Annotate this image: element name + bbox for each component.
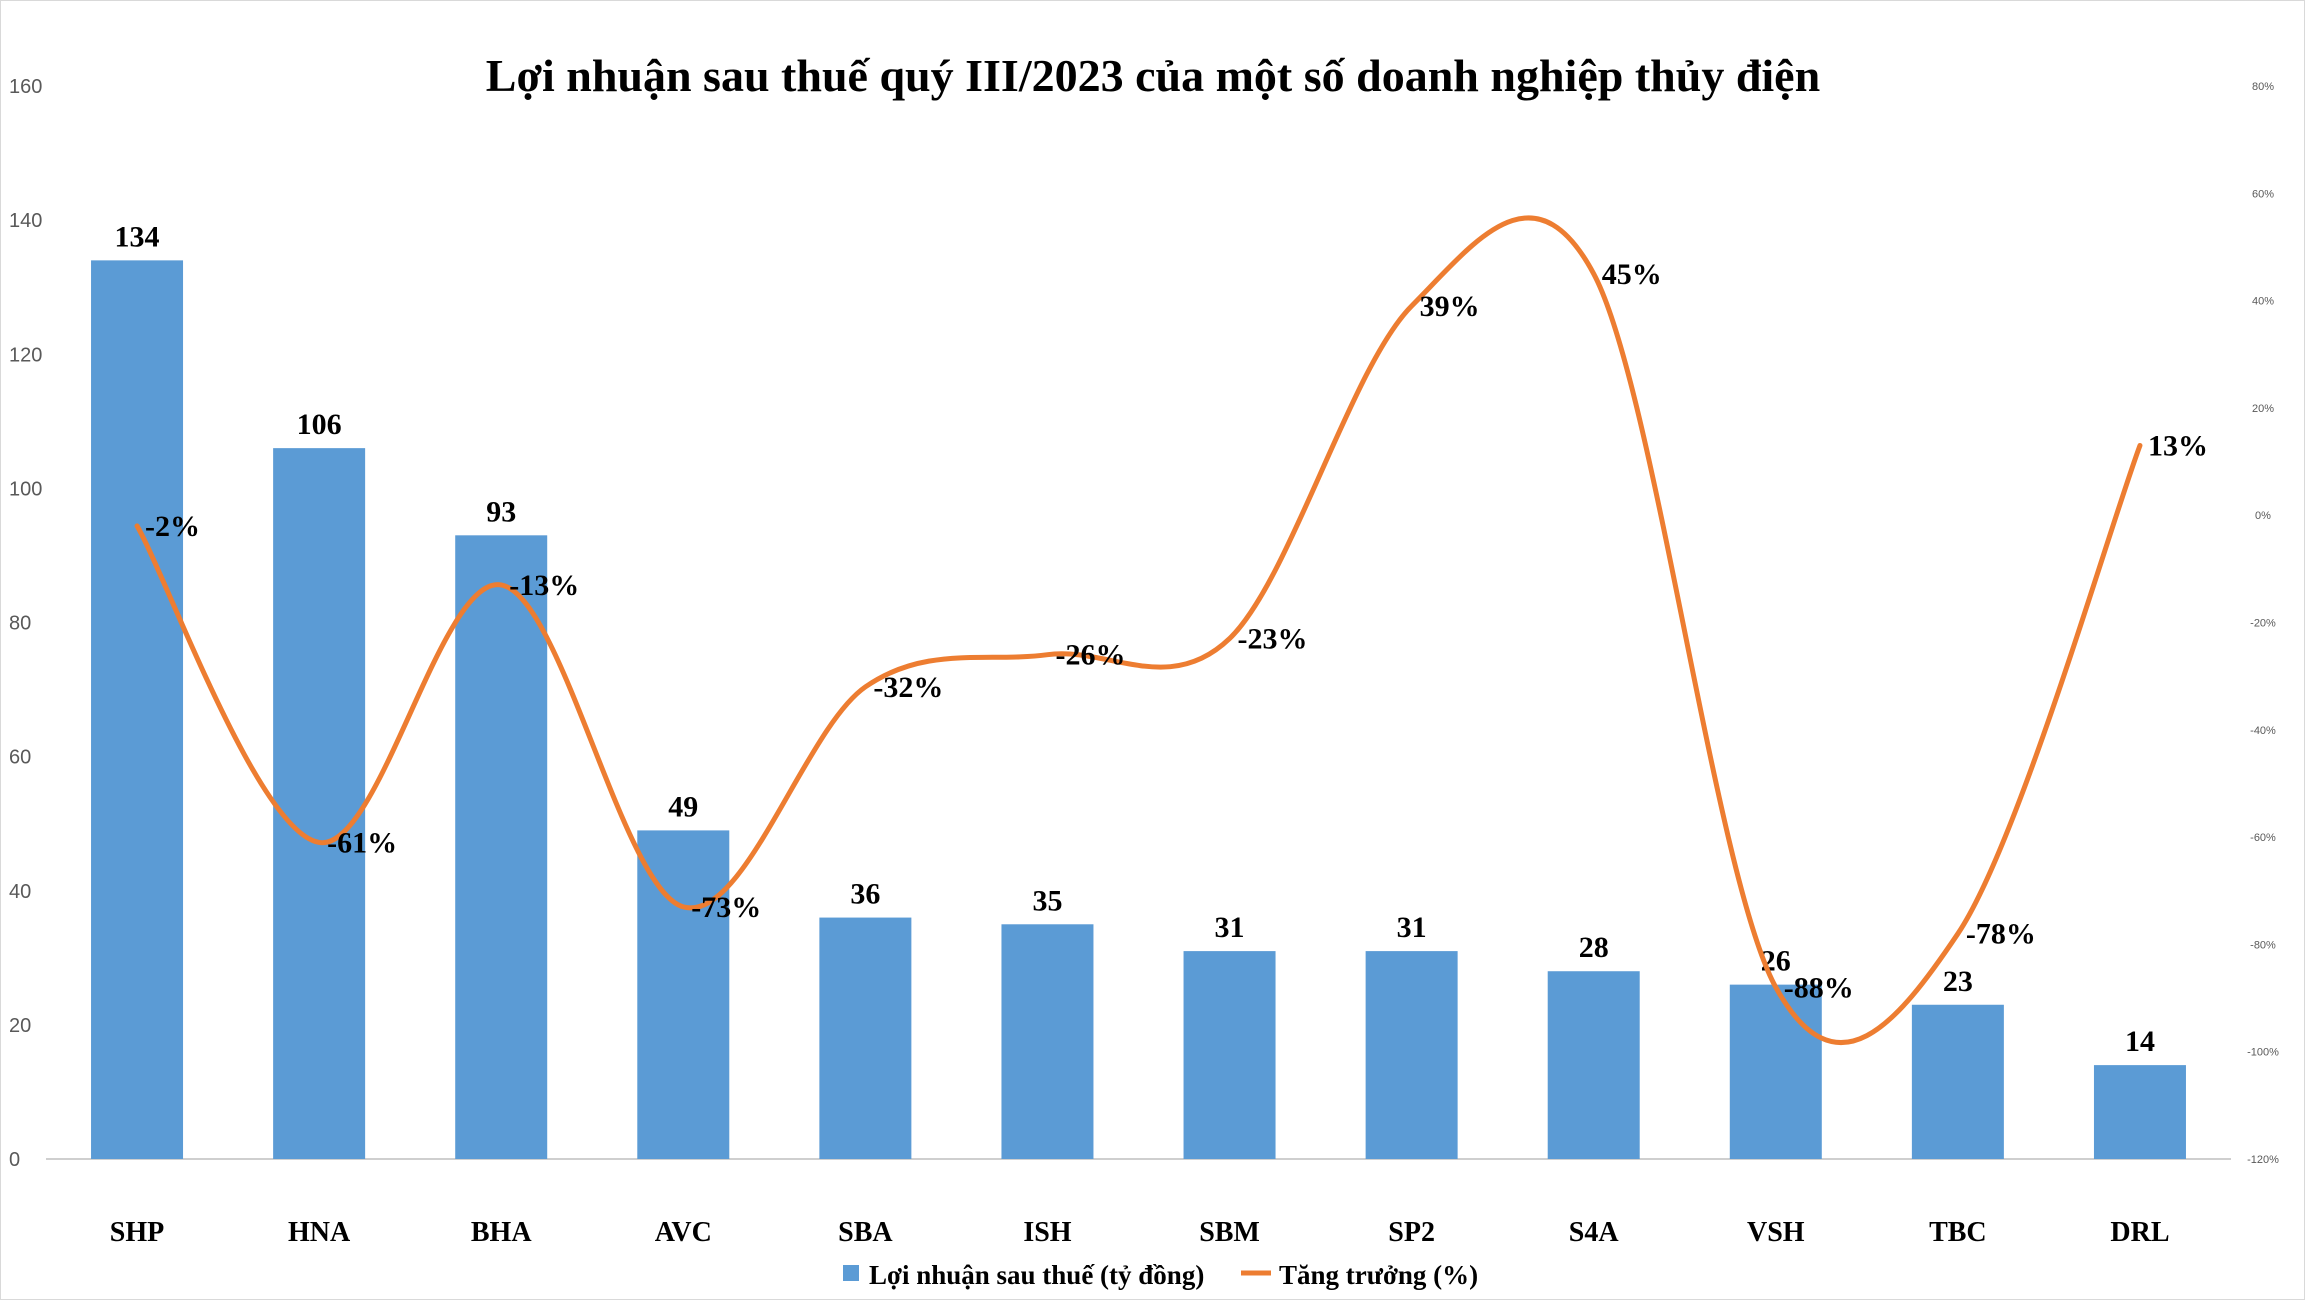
bar-data-label: 28 [1579, 931, 1609, 964]
line-data-label: 39% [1420, 290, 1480, 323]
bar [91, 260, 184, 1159]
y2-tick-label: -40% [2250, 725, 2276, 737]
y-tick-label: 120 [9, 344, 42, 366]
y-tick-label: 140 [9, 210, 42, 232]
bar [1729, 984, 1822, 1159]
chart-title: Lợi nhuận sau thuế quý III/2023 của một … [486, 50, 1820, 101]
line-data-label: -13% [509, 569, 579, 602]
y2-tick-label: -20% [2250, 618, 2276, 630]
y2-tick-label: -100% [2247, 1047, 2279, 1059]
y2-axis: -120% -100% -80% -60% -40% -20% 0% 20% 40% 60% 80% [2247, 81, 2279, 1166]
line-data-label: -73% [691, 891, 761, 924]
y-tick-label: 40 [9, 881, 31, 903]
y2-tick-label: -60% [2250, 832, 2276, 844]
legend-line-label: Tăng trưởng (%) [1279, 1260, 1478, 1290]
x-axis: SHP HNA BHA AVC SBA ISH SBM SP2 S4A VSH TBC DRL [110, 1217, 2170, 1248]
line-data-label: -2% [145, 510, 200, 543]
bar-data-label: 35 [1032, 884, 1062, 917]
y-tick-label: 20 [9, 1015, 31, 1037]
bar [1547, 971, 1640, 1159]
growth-line [134, 215, 2143, 1046]
x-tick-label: VSH [1747, 1217, 1805, 1248]
y-tick-label: 160 [9, 76, 42, 98]
line-data-label: -61% [327, 826, 397, 859]
bar-data-label: 31 [1215, 911, 1245, 944]
y2-tick-label: 60% [2252, 188, 2274, 200]
line-data-label: 45% [1602, 258, 1662, 291]
x-tick-label: SBA [838, 1217, 893, 1248]
y-tick-label: 60 [9, 747, 31, 769]
legend: Lợi nhuận sau thuế (tỷ đồng) Tăng trưởng… [843, 1260, 1478, 1290]
line-data-label: -78% [1966, 918, 2036, 951]
y2-tick-label: 20% [2252, 403, 2274, 415]
bar [1365, 951, 1458, 1159]
legend-bar-swatch [843, 1265, 859, 1281]
x-tick-label: SP2 [1388, 1217, 1435, 1248]
bar-data-label: 14 [2125, 1025, 2155, 1058]
line-data-label: -23% [1238, 623, 1308, 656]
bar-data-label: 23 [1943, 965, 1973, 998]
x-tick-label: SBM [1199, 1217, 1260, 1248]
y-tick-label: 100 [9, 478, 42, 500]
bar [273, 448, 366, 1159]
bar [1001, 924, 1094, 1159]
bar [2093, 1065, 2186, 1159]
bar-data-label: 36 [850, 878, 880, 911]
bar-data-label: 49 [668, 790, 698, 823]
x-tick-label: AVC [655, 1217, 712, 1248]
bar-data-label: 106 [297, 408, 342, 441]
line-data-label: -26% [1055, 639, 1125, 672]
x-tick-label: S4A [1569, 1217, 1620, 1248]
x-tick-label: TBC [1929, 1217, 1987, 1248]
y2-tick-label: 0% [2255, 510, 2271, 522]
y2-tick-label: 40% [2252, 296, 2274, 308]
line-data-label: -88% [1784, 971, 1854, 1004]
x-tick-label: DRL [2110, 1217, 2169, 1248]
bar-data-label: 93 [486, 495, 516, 528]
x-tick-label: SHP [110, 1217, 164, 1248]
y2-tick-label: -120% [2247, 1154, 2279, 1166]
line-series [134, 215, 2143, 1046]
bar [455, 535, 548, 1159]
y-axis: 0 20 40 60 80 100 120 140 160 [9, 76, 42, 1171]
line-data-label: -32% [873, 671, 943, 704]
bar [1911, 1004, 2004, 1159]
y2-tick-label: -80% [2250, 939, 2276, 951]
bar [1183, 951, 1276, 1159]
bar [819, 917, 912, 1159]
y2-tick-label: 80% [2252, 81, 2274, 93]
bar-data-label: 31 [1397, 911, 1427, 944]
x-tick-label: BHA [471, 1217, 532, 1248]
y-tick-label: 80 [9, 613, 31, 635]
line-data-label: 13% [2148, 429, 2208, 462]
x-tick-label: ISH [1023, 1217, 1071, 1248]
x-tick-label: HNA [288, 1217, 351, 1248]
legend-bar-label: Lợi nhuận sau thuế (tỷ đồng) [869, 1260, 1204, 1290]
line-labels: -2% -61% -13% -73% -32% -26% -23% 39% 45% -88% -78… [145, 258, 2208, 1005]
bar [637, 830, 730, 1159]
y-tick-label: 0 [9, 1149, 20, 1171]
bar-data-label: 134 [115, 220, 160, 253]
bar-series [91, 260, 2186, 1159]
